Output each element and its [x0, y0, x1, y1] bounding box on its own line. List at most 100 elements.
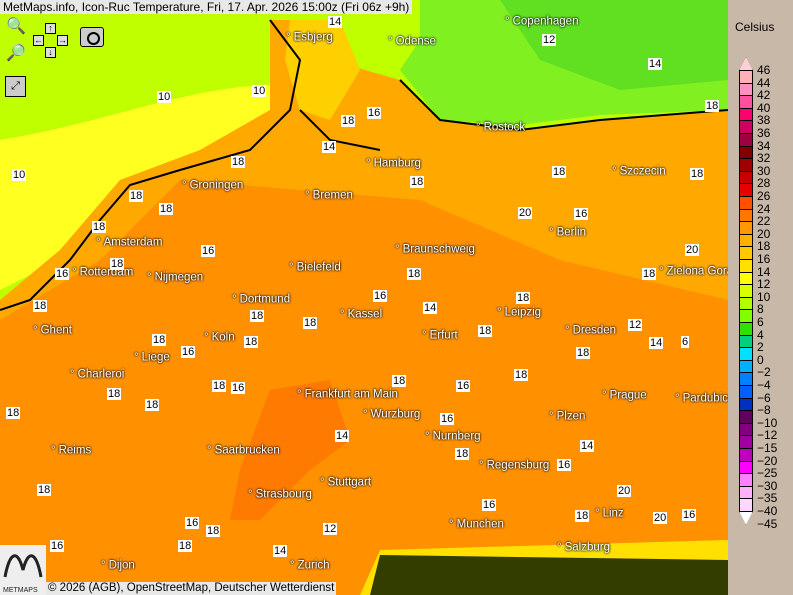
- legend-swatch: [739, 448, 753, 462]
- temperature-label: 20: [653, 512, 668, 524]
- legend-swatch: [739, 233, 753, 248]
- legend-label: −25: [757, 466, 778, 481]
- city-label: Groningen: [182, 180, 244, 193]
- legend-swatch: [739, 296, 753, 311]
- temperature-label: 18: [455, 448, 470, 460]
- legend-swatch: [739, 485, 753, 500]
- city-label: Nijmegen: [147, 272, 204, 285]
- city-label: Frankfurt am Main: [297, 389, 398, 402]
- temperature-label: 18: [575, 510, 590, 522]
- legend-label: 34: [757, 138, 771, 153]
- legend-label: 42: [757, 88, 771, 103]
- temperature-label: 14: [423, 302, 438, 314]
- city-label: Saarbrucken: [207, 445, 280, 458]
- legend-label: −35: [757, 491, 778, 506]
- city-label: Kassel: [340, 309, 383, 322]
- temperature-label: 18: [516, 292, 531, 304]
- alps-dark: [370, 555, 728, 595]
- temperature-label: 16: [231, 382, 246, 394]
- legend-swatch: [739, 422, 753, 437]
- pan-right-button[interactable]: →: [57, 35, 68, 46]
- legend-swatch: [739, 435, 753, 449]
- legend-label: 10: [757, 289, 771, 304]
- city-label: Braunschweig: [395, 244, 475, 257]
- city-label: Regensburg: [479, 460, 550, 473]
- fullscreen-icon[interactable]: ⤢: [5, 76, 26, 97]
- temperature-label: 16: [440, 413, 455, 425]
- legend-swatch: [739, 246, 753, 260]
- metmaps-logo[interactable]: METMAPS: [0, 545, 46, 595]
- temperature-label: 18: [152, 334, 167, 346]
- legend-label: 46: [757, 63, 771, 77]
- legend-swatch: [739, 309, 753, 323]
- legend-label: 26: [757, 189, 771, 203]
- legend-swatch: [739, 460, 753, 475]
- temperature-label: 18: [37, 484, 52, 496]
- zoom-out-icon[interactable]: 🔎: [6, 45, 26, 62]
- legend-swatch: [739, 322, 753, 336]
- temperature-label: 18: [92, 221, 107, 233]
- temperature-label: 18: [410, 176, 425, 188]
- legend-swatch: [739, 511, 753, 525]
- zoom-in-icon[interactable]: 🔍: [6, 18, 26, 35]
- temperature-label: 10: [12, 169, 27, 181]
- pan-up-button[interactable]: ↑: [45, 23, 56, 34]
- legend-swatch: [739, 183, 753, 197]
- temperature-label: 18: [107, 388, 122, 400]
- temperature-field: [0, 0, 728, 595]
- legend-label: 20: [757, 226, 771, 241]
- city-label: Reims: [51, 445, 92, 458]
- legend-label: 44: [757, 75, 771, 90]
- legend-swatch: [739, 170, 753, 185]
- temperature-label: 14: [335, 430, 350, 442]
- temperature-label: 18: [642, 268, 657, 280]
- pan-left-button[interactable]: ←: [33, 35, 44, 46]
- legend-swatch: [739, 473, 753, 487]
- city-label: Erfurt: [422, 330, 458, 343]
- temperature-label: 18: [206, 525, 221, 537]
- legend-label: −2: [757, 365, 771, 380]
- legend-swatch: [739, 347, 753, 361]
- legend-swatch: [739, 397, 753, 412]
- legend-swatch: [739, 208, 753, 223]
- temperature-label: 16: [50, 540, 65, 552]
- temperature-label: 18: [341, 115, 356, 127]
- city-label: Szczecin: [612, 166, 666, 179]
- legend-swatch: [739, 57, 753, 71]
- denmark-yellow: [285, 20, 360, 120]
- temperature-label: 16: [373, 290, 388, 302]
- legend-swatch: [739, 334, 753, 349]
- camera-icon[interactable]: [80, 27, 104, 47]
- legend-swatch: [739, 385, 753, 399]
- city-label: Esbjerg: [286, 32, 333, 45]
- legend-label: −45: [757, 516, 778, 531]
- legend-label: 4: [757, 327, 764, 342]
- legend-swatch: [739, 158, 753, 172]
- city-label: Linz: [595, 508, 624, 521]
- temperature-label: 16: [456, 380, 471, 392]
- legend-label: 22: [757, 214, 771, 229]
- legend-label: 38: [757, 113, 771, 128]
- pan-down-button[interactable]: ↓: [45, 47, 56, 58]
- map-canvas[interactable]: MetMaps.info, Icon-Ruc Temperature, Fri,…: [0, 0, 728, 595]
- city-label: Bielefeld: [289, 262, 341, 275]
- legend-label: 30: [757, 163, 771, 178]
- city-label: Munchen: [449, 519, 504, 532]
- city-label: Pardubice: [675, 393, 728, 406]
- temperature-label: 10: [252, 85, 267, 97]
- city-label: Stuttgart: [320, 477, 371, 490]
- legend-label: −8: [757, 403, 771, 418]
- temperature-label: 16: [55, 268, 70, 280]
- legend-title: Celsius: [735, 20, 775, 34]
- legend-label: 12: [757, 277, 771, 292]
- legend-label: 24: [757, 201, 771, 216]
- temperature-label: 14: [328, 16, 343, 28]
- temperature-label: 16: [574, 208, 589, 220]
- city-label: Plzen: [549, 411, 586, 424]
- temperature-label: 20: [617, 485, 632, 497]
- copyright-text: © 2026 (AGB), OpenStreetMap, Deutscher W…: [46, 582, 337, 595]
- temperature-label: 12: [323, 523, 338, 535]
- legend-label: 18: [757, 239, 771, 254]
- temperature-label: 14: [648, 58, 663, 70]
- temperature-label: 18: [576, 347, 591, 359]
